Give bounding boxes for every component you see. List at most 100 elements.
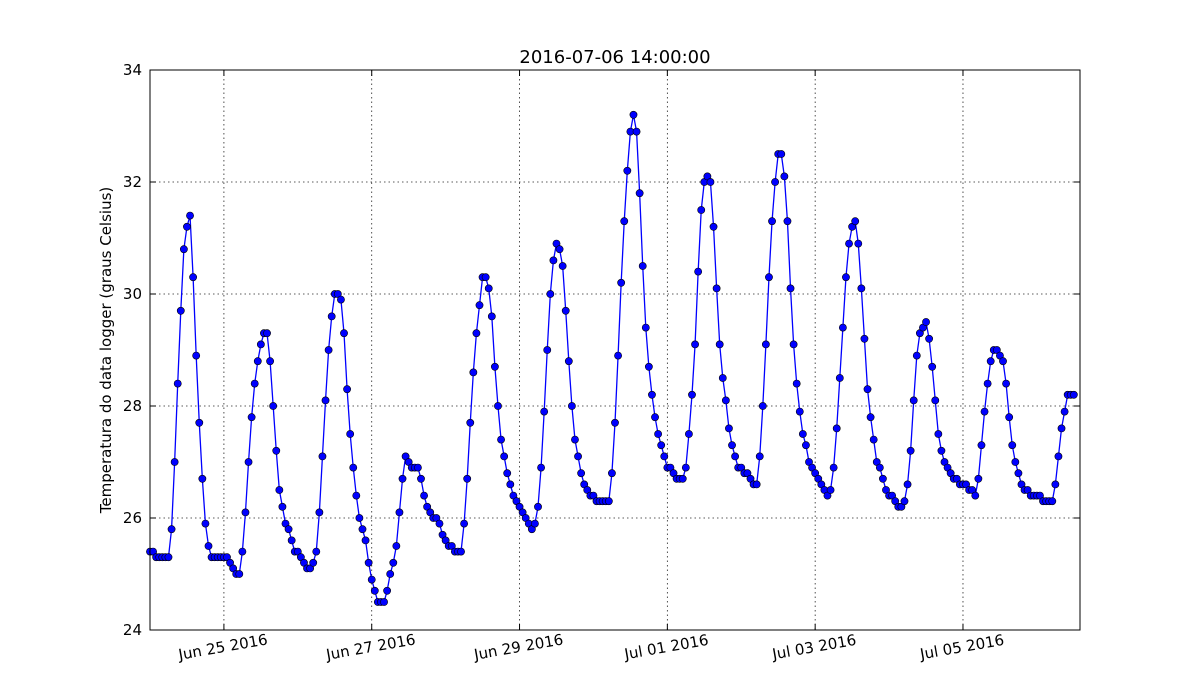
data-point bbox=[937, 446, 946, 455]
data-point bbox=[176, 306, 185, 315]
data-point bbox=[678, 474, 687, 483]
data-point bbox=[247, 413, 256, 422]
data-point bbox=[469, 368, 478, 377]
data-point bbox=[358, 525, 367, 534]
data-point bbox=[192, 351, 201, 360]
data-point bbox=[654, 430, 663, 438]
data-point bbox=[164, 553, 173, 562]
data-point bbox=[660, 452, 669, 461]
data-point bbox=[709, 222, 718, 231]
data-point bbox=[475, 301, 484, 310]
data-point bbox=[355, 514, 364, 522]
data-point bbox=[263, 329, 271, 338]
data-point bbox=[337, 295, 345, 304]
data-point bbox=[795, 407, 804, 416]
y-tick-label: 26 bbox=[123, 509, 142, 527]
data-point bbox=[315, 508, 324, 517]
data-point bbox=[389, 558, 398, 567]
data-point bbox=[392, 542, 401, 550]
data-point bbox=[755, 452, 764, 461]
data-point bbox=[903, 480, 912, 489]
data-point bbox=[497, 435, 505, 444]
y-tick-label: 30 bbox=[123, 285, 142, 303]
data-point bbox=[457, 547, 465, 556]
data-point bbox=[863, 385, 872, 394]
plot-frame bbox=[149, 69, 1081, 631]
data-point bbox=[1014, 469, 1023, 478]
data-point bbox=[481, 273, 490, 282]
data-point bbox=[651, 413, 659, 422]
data-point bbox=[534, 502, 542, 511]
y-tick-label: 24 bbox=[123, 621, 142, 639]
data-point bbox=[928, 362, 937, 371]
data-point bbox=[1008, 441, 1017, 450]
data-point bbox=[620, 217, 629, 226]
data-point bbox=[632, 127, 641, 136]
data-point bbox=[506, 480, 515, 489]
y-axis-ticks: 24 26 28 30 32 34 bbox=[123, 61, 1080, 639]
data-point bbox=[361, 536, 370, 545]
data-point bbox=[999, 357, 1007, 366]
data-point bbox=[346, 430, 355, 438]
y-tick-label: 32 bbox=[123, 173, 142, 191]
data-point bbox=[472, 329, 481, 338]
data-point bbox=[931, 396, 940, 405]
data-point bbox=[253, 357, 262, 366]
data-point bbox=[490, 362, 499, 371]
data-point bbox=[648, 390, 656, 399]
data-point bbox=[272, 446, 281, 455]
data-point bbox=[380, 598, 388, 606]
data-point bbox=[195, 418, 204, 427]
data-point bbox=[398, 474, 407, 483]
data-point bbox=[783, 217, 792, 226]
data-point bbox=[765, 273, 773, 282]
data-point bbox=[494, 402, 502, 410]
data-point bbox=[167, 525, 176, 534]
x-tick-label: Jun 25 2016 bbox=[176, 630, 269, 664]
data-point bbox=[611, 418, 619, 427]
data-point bbox=[179, 245, 188, 254]
data-point bbox=[555, 245, 564, 254]
data-point bbox=[284, 525, 293, 534]
data-point bbox=[567, 402, 576, 410]
data-point bbox=[349, 463, 358, 472]
data-point bbox=[417, 474, 425, 483]
data-point bbox=[777, 150, 786, 158]
data-point bbox=[641, 323, 650, 332]
data-point bbox=[798, 430, 807, 438]
data-point bbox=[189, 273, 198, 282]
data-point bbox=[829, 463, 838, 472]
data-point bbox=[906, 446, 915, 455]
data-point bbox=[977, 441, 986, 450]
data-point bbox=[266, 357, 274, 366]
data-point bbox=[869, 435, 878, 444]
data-point bbox=[1011, 458, 1020, 466]
data-point bbox=[540, 407, 549, 416]
data-point bbox=[706, 178, 715, 186]
data-point bbox=[1005, 413, 1014, 422]
data-point bbox=[688, 390, 696, 399]
data-point bbox=[558, 262, 567, 270]
y-tick-label: 28 bbox=[123, 397, 142, 415]
data-point bbox=[414, 463, 422, 472]
data-point bbox=[484, 284, 493, 293]
data-point bbox=[697, 206, 706, 214]
data-point bbox=[842, 273, 850, 282]
data-point bbox=[204, 542, 213, 550]
data-point bbox=[561, 306, 570, 315]
data-point bbox=[383, 586, 392, 595]
data-point bbox=[980, 407, 989, 416]
data-point bbox=[712, 284, 721, 293]
data-point bbox=[875, 463, 884, 472]
data-point bbox=[715, 340, 724, 349]
data-point bbox=[367, 575, 376, 584]
data-point bbox=[629, 110, 638, 119]
data-point bbox=[327, 312, 336, 321]
data-point bbox=[879, 474, 887, 483]
data-point bbox=[1060, 407, 1069, 416]
data-point bbox=[644, 362, 653, 371]
data-point bbox=[435, 519, 444, 528]
data-point bbox=[761, 340, 770, 349]
data-point bbox=[460, 519, 469, 528]
data-point bbox=[851, 217, 860, 226]
